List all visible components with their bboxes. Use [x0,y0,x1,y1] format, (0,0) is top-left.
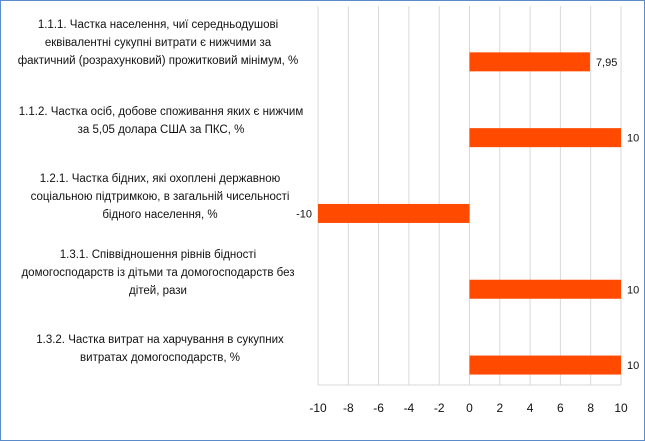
bar [469,52,590,72]
bars [318,52,621,375]
bar [469,128,621,148]
bar [318,203,470,223]
category-label-2: 1.1.2. Частка осіб, добове споживання як… [18,106,304,136]
category-label-4: 1.3.1. Співвідношення рівнів бідності до… [21,249,295,297]
bar [469,355,621,375]
x-tick-label: 6 [557,401,564,415]
x-tick-label: -8 [343,401,354,415]
x-tick-labels: -10 -8 -6 -4 -2 0 2 4 6 8 10 [309,401,628,415]
x-tick-label: 4 [527,401,534,415]
category-label-3: 1.2.1. Частка бідних, які охоплені держа… [30,173,290,221]
data-label: -10 [296,208,312,220]
x-tick-label: 8 [587,401,594,415]
x-tick-label: -2 [434,401,445,415]
data-label: 10 [627,360,639,372]
x-tick-label: -4 [404,401,415,415]
value-labels: 7,95 10 -10 10 10 [296,57,639,372]
x-tick-label: 10 [614,401,628,415]
x-tick-label: 0 [466,401,473,415]
bar [469,279,621,299]
x-tick-label: -10 [309,401,327,415]
data-label: 7,95 [596,57,617,69]
data-label: 10 [627,284,639,296]
grid-lines [317,6,622,386]
x-tick-label: 2 [496,401,503,415]
x-tick-label: -6 [373,401,384,415]
category-label-1: 1.1.1. Частка населення, чиї середньодуш… [17,19,299,67]
data-label: 10 [627,133,639,145]
category-label-5: 1.3.2. Частка витрат на харчування в сук… [36,334,284,364]
